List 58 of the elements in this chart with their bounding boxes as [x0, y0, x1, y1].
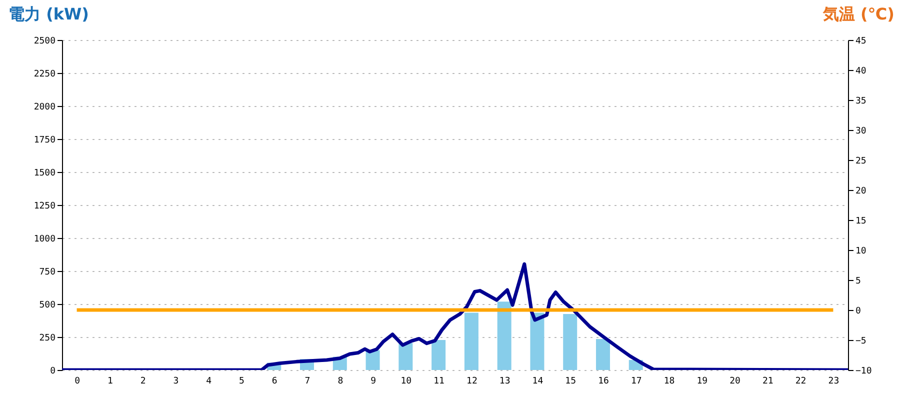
x-tick-label: 0	[74, 376, 80, 386]
y-tick-label: 1250	[34, 202, 56, 212]
y-tick-label: 1500	[34, 168, 56, 178]
y-tick-label: 2000	[34, 102, 56, 112]
line-series	[62, 262, 848, 370]
x-tick-label: 17	[630, 376, 642, 386]
bar	[398, 342, 413, 370]
bar	[596, 338, 610, 370]
x-tick-label: 2	[140, 376, 146, 386]
y-tick-label: 0	[50, 366, 56, 376]
x-tick-label: 19	[696, 376, 708, 386]
y-tick-label: 250	[39, 334, 56, 344]
x-tick-label: 5	[239, 376, 244, 386]
x-tick-label: 8	[338, 376, 344, 386]
x-tick-label: 20	[730, 376, 740, 386]
x-tick-label: 16	[598, 376, 609, 386]
x-tick-label: 11	[434, 376, 444, 386]
x-tick-label: 13	[499, 376, 510, 386]
y-tick-label: 2250	[34, 70, 56, 80]
x-tick-label: 3	[173, 376, 179, 386]
y2-tick-label: 5	[856, 276, 861, 286]
bar	[497, 302, 512, 370]
bar	[366, 350, 380, 370]
bar	[530, 312, 544, 370]
y2-tick-label: 0	[856, 306, 861, 316]
x-tick-label: 7	[304, 376, 310, 386]
x-tick-label: 18	[664, 376, 675, 386]
y-tick-label: 750	[39, 268, 56, 278]
bar	[563, 314, 578, 370]
x-tick-label: 15	[565, 376, 576, 386]
y2-tick-label: 30	[856, 126, 866, 136]
x-tick-label: 21	[762, 376, 774, 386]
bar	[432, 340, 446, 370]
y-tick-label: 500	[39, 300, 56, 310]
x-tick-label: 6	[272, 376, 278, 386]
y2-tick-label: 40	[856, 66, 866, 76]
y2-tick-label: −10	[856, 366, 872, 376]
x-tick-label: 9	[370, 376, 376, 386]
bar	[464, 312, 478, 370]
y-axis-title: 電力 (kW)	[8, 4, 89, 24]
y2-tick-label: 15	[856, 216, 866, 226]
y2-axis-title: 気温 (℃)	[822, 4, 894, 24]
y-tick-label: 1000	[34, 234, 56, 244]
y-tick-label: 1750	[34, 136, 56, 146]
x-tick-label: 23	[828, 376, 840, 386]
x-tick-label: 1	[107, 376, 113, 386]
x-tick-label: 4	[206, 376, 212, 386]
y-tick-label: 2500	[34, 36, 56, 46]
x-tick-label: 12	[466, 376, 478, 386]
y2-tick-label: 25	[856, 156, 866, 166]
y2-tick-label: 35	[856, 96, 866, 106]
y2-tick-label: 45	[856, 36, 866, 46]
x-tick-label: 22	[795, 376, 806, 386]
x-tick-label: 10	[400, 376, 412, 386]
x-tick-label: 14	[532, 376, 544, 386]
y2-tick-label: 10	[856, 246, 866, 256]
y2-tick-label: −5	[856, 336, 866, 346]
y2-tick-label: 20	[856, 186, 866, 196]
